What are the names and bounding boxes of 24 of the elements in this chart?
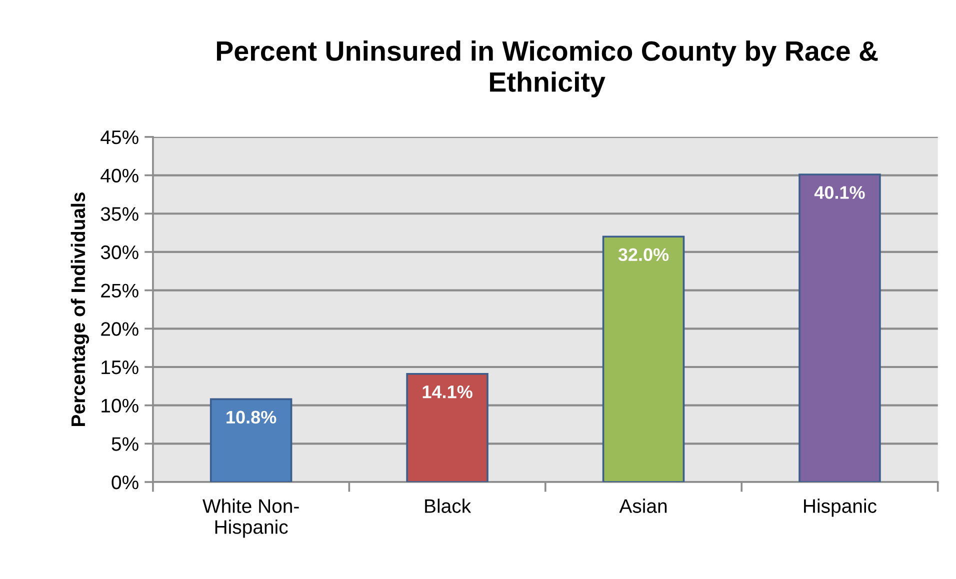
x-tick-label: Black: [425, 498, 472, 513]
y-tick-label: 20%: [101, 322, 138, 336]
y-axis-title: Percentage of Individuals: [70, 192, 90, 426]
y-tick-label: 40%: [100, 168, 138, 183]
y-tick-label: 0%: [112, 475, 138, 490]
data-label: 40.1%: [814, 186, 865, 199]
y-tick-label: 10%: [102, 398, 138, 413]
bar: [602, 236, 685, 482]
x-tick-label: Asian: [619, 498, 667, 513]
bar: [798, 174, 881, 482]
bar: [210, 398, 292, 482]
y-tick-label: 25%: [101, 284, 138, 298]
y-tick-label: 5%: [112, 437, 138, 451]
y-tick-label: 15%: [102, 360, 138, 374]
y-tick-label: 45%: [100, 130, 138, 144]
data-label: 10.8%: [226, 410, 276, 424]
x-tick-label: Hispanic: [804, 498, 876, 517]
data-label: 14.1%: [422, 386, 472, 398]
bar: [406, 372, 488, 482]
chart-title: Percent Uninsured in Wicomico County by Race & Ethnicity: [216, 40, 878, 98]
y-tick-label: 35%: [100, 207, 138, 221]
x-tick-label: White Non-Hispanic: [202, 498, 299, 538]
y-tick-label: 30%: [100, 245, 138, 260]
data-label: 32.0%: [618, 248, 669, 262]
